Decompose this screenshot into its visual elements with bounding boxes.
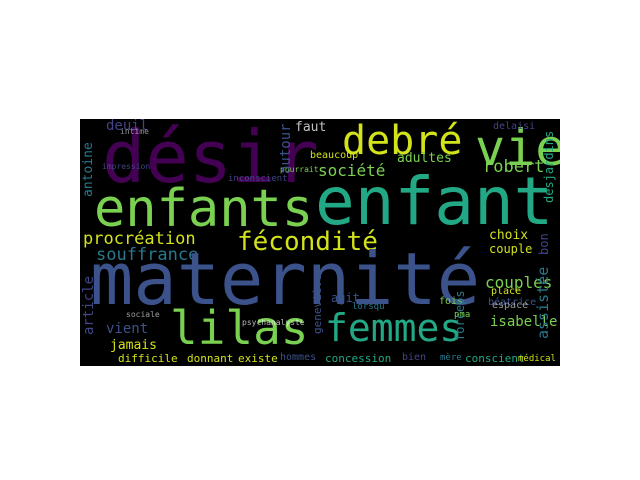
word-desir: désir (102, 119, 319, 199)
word-agit: agit (331, 291, 360, 305)
word-deuil: deuil (106, 119, 149, 134)
word-beatrice: béatrice (488, 297, 537, 308)
word-vient: vient (106, 321, 149, 337)
word-impression: impression (102, 162, 151, 171)
word-fois: fois (439, 296, 464, 307)
word-assistee: assistée (534, 266, 552, 339)
word-forceps: forceps (453, 290, 467, 341)
word-faut: faut (295, 120, 327, 135)
word-bon: bon (537, 233, 551, 255)
word-conscient: conscient (465, 352, 525, 365)
word-psychanalyste: psychanalyste (242, 318, 305, 327)
word-desjardins: desjardins (542, 130, 556, 203)
word-place: place (491, 286, 522, 297)
word-vie: vie (475, 119, 560, 177)
word-medical: médical (518, 354, 556, 364)
word-pourrait: pourrait (280, 165, 319, 174)
word-adultes: adultes (397, 151, 452, 166)
word-souffrance: souffrance (96, 245, 199, 265)
word-robert: robert (483, 157, 545, 177)
word-mere: mère (440, 353, 462, 363)
word-lilas: lilas (170, 301, 309, 355)
word-femmes: femmes (325, 306, 463, 350)
word-article: article (81, 275, 97, 335)
word-enfants: enfants (94, 179, 314, 239)
word-existe: existe (238, 352, 278, 365)
word-bien: bien (402, 352, 427, 363)
word-maternite: maternité (90, 237, 481, 321)
word-couple: couple (489, 242, 533, 256)
word-procreation: procréation (83, 229, 196, 249)
word-jamais: jamais (110, 338, 157, 353)
word-genevieve: geneviève (311, 274, 324, 334)
word-intime: intime (120, 127, 149, 136)
word-concession: concession (325, 352, 392, 365)
word-debre: debré (342, 119, 463, 164)
word-cloud: désir debré vie enfants enfant fécondité… (80, 119, 560, 366)
word-inconscient: inconscient (228, 174, 288, 184)
word-pma: pma (454, 310, 471, 320)
word-choix: choix (489, 228, 529, 243)
word-lorsqu: lorsqu (352, 302, 385, 312)
word-hommes: hommes (280, 352, 317, 363)
word-donnant: donnant (187, 352, 234, 365)
word-sociale: sociale (126, 310, 160, 319)
word-espace: espace (492, 300, 529, 311)
word-antoine: antoine (81, 142, 96, 197)
word-difficile: difficile (118, 352, 178, 365)
word-couples: couples (485, 273, 553, 292)
word-enfant: enfant (315, 163, 554, 240)
word-isabelle: isabelle (490, 314, 558, 330)
word-delaisi: delaisi (493, 121, 536, 132)
word-beaucoup: beaucoup (310, 150, 359, 161)
word-societe: société (318, 161, 386, 180)
word-autour: autour (278, 123, 294, 174)
word-fecondite: fécondité (237, 227, 378, 257)
